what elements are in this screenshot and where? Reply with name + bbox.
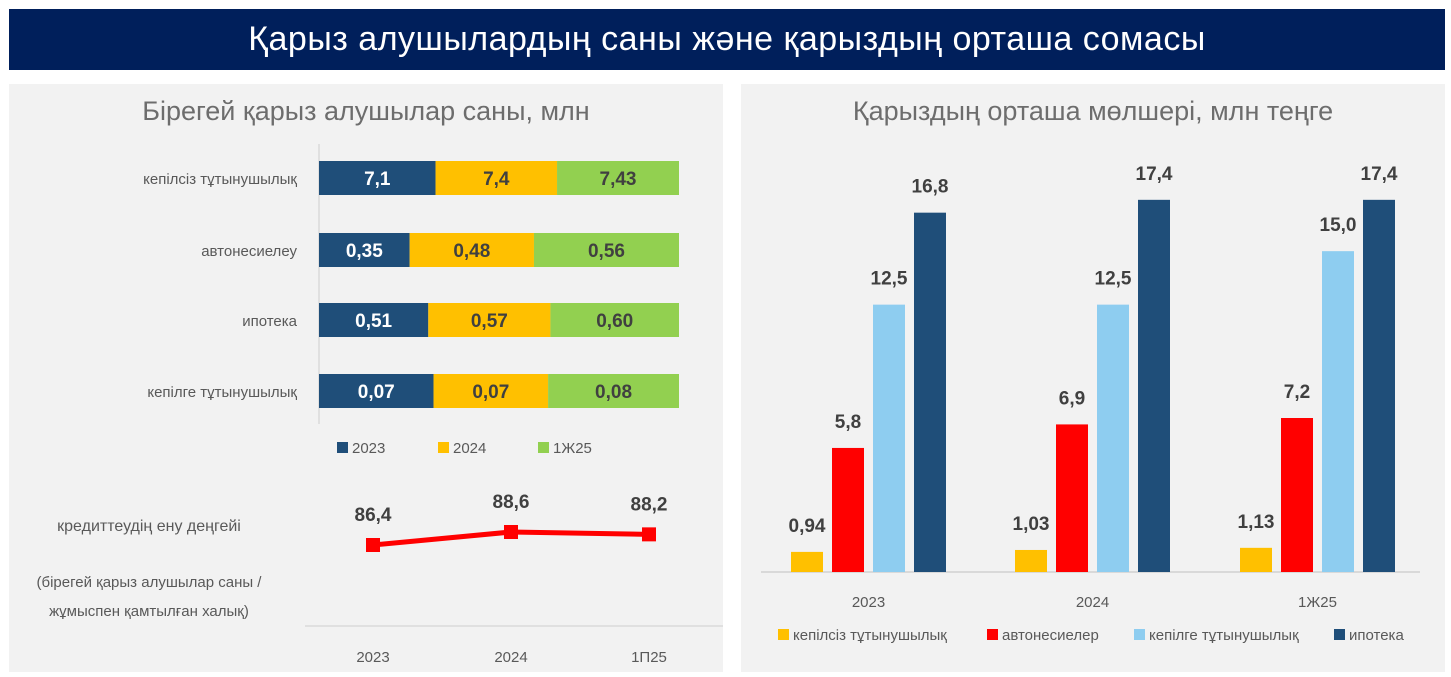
bar-segment (557, 161, 679, 195)
category-label: кепілге тұтынушылық (147, 384, 297, 401)
data-label: 6,9 (1059, 388, 1085, 409)
bar-segment (533, 233, 679, 267)
bar (873, 304, 905, 572)
borrowers-chart-title: Бірегей қарыз алушылар саны, млн (142, 96, 590, 126)
avg-loan-chart: 0,94 5,8 12,5 16,8 2023 1,03 6,9 12,5 17,4 2024 1,… (761, 164, 1420, 644)
data-label: 0,08 (595, 382, 632, 403)
x-tick-label: 1П25 (631, 649, 667, 666)
data-label: 7,4 (483, 169, 510, 190)
bar-segment (319, 233, 410, 267)
line-chart-subtitle: жұмыспен қамтылған халық) (49, 603, 249, 620)
data-label: 0,07 (358, 382, 395, 403)
legend-label: ипотека (1349, 627, 1404, 644)
line-marker (504, 525, 518, 539)
data-label: 88,2 (631, 494, 668, 515)
data-label: 12,5 (1095, 269, 1132, 290)
data-label: 7,2 (1284, 382, 1310, 403)
data-label: 0,35 (346, 241, 383, 262)
bar-segment (435, 161, 558, 195)
bar-segment (409, 233, 534, 267)
avg-loan-panel: Қарыздың орташа мөлшері, млн теңге 0,94 5… (741, 84, 1445, 672)
bar (914, 212, 946, 572)
borrowers-chart: кепілсіз тұтынушылық 7,1 7,4 7,43 автонесиел… (37, 144, 723, 666)
legend-swatch (538, 442, 549, 453)
data-label: 0,94 (789, 516, 826, 537)
data-label: 7,43 (600, 169, 637, 190)
legend-swatch (1334, 629, 1345, 640)
legend-label: кепілсіз тұтынушылық (793, 627, 947, 644)
bar (791, 551, 823, 572)
line-chart-title: кредиттеудің ену деңгейі (57, 518, 241, 535)
legend-swatch (337, 442, 348, 453)
line-marker (366, 538, 380, 552)
data-label: 7,1 (364, 169, 391, 190)
bar (832, 447, 864, 572)
page-title: Қарыз алушылардың саны және қарыздың орт… (248, 20, 1206, 58)
bar (1240, 547, 1272, 572)
bar-segment (550, 303, 679, 337)
bar (1281, 418, 1313, 572)
bar (1138, 199, 1170, 572)
data-label: 17,4 (1361, 164, 1398, 185)
legend-label: 1Ж25 (553, 440, 592, 457)
page-banner: Қарыз алушылардың саны және қарыздың орт… (9, 9, 1445, 70)
bar-segment (319, 161, 436, 195)
bar-segment (319, 303, 429, 337)
bar (1097, 304, 1129, 572)
avg-loan-chart-title: Қарыздың орташа мөлшері, млн теңге (852, 96, 1334, 126)
x-tick-label: 2024 (494, 649, 527, 666)
legend-swatch (987, 629, 998, 640)
data-label: 0,51 (355, 311, 392, 332)
data-label: 88,6 (493, 492, 530, 513)
data-label: 0,57 (471, 311, 508, 332)
data-label: 0,07 (472, 382, 509, 403)
data-label: 17,4 (1136, 164, 1173, 185)
bar-segment (319, 374, 434, 408)
data-label: 0,56 (588, 241, 625, 262)
data-label: 86,4 (355, 505, 392, 526)
category-label: автонесиелеу (201, 243, 297, 260)
x-tick-label: 2023 (356, 649, 389, 666)
line-chart-subtitle: (бірегей қарыз алушылар саны / (37, 574, 263, 591)
data-label: 15,0 (1320, 215, 1357, 236)
x-tick-label: 2024 (1076, 594, 1109, 611)
bar-segment (433, 374, 549, 408)
category-label: кепілсіз тұтынушылық (143, 171, 297, 188)
legend-label: автонесиелер (1002, 627, 1099, 644)
legend-swatch (778, 629, 789, 640)
x-tick-label: 2023 (852, 594, 885, 611)
legend-swatch (438, 442, 449, 453)
bar-segment (548, 374, 679, 408)
data-label: 1,13 (1238, 512, 1275, 533)
line-marker (642, 527, 656, 542)
legend-label: 2024 (453, 440, 486, 457)
category-label: ипотека (242, 313, 297, 330)
data-label: 12,5 (871, 269, 908, 290)
bar (1056, 424, 1088, 572)
bar-segment (428, 303, 551, 337)
legend-swatch (1134, 629, 1145, 640)
data-label: 16,8 (912, 177, 949, 198)
bar (1322, 251, 1354, 572)
borrowers-panel: Бірегей қарыз алушылар саны, млн кепілсі… (9, 84, 723, 672)
data-label: 0,60 (596, 311, 633, 332)
legend-label: 2023 (352, 440, 385, 457)
bar (1363, 199, 1395, 572)
data-label: 0,48 (453, 241, 490, 262)
data-label: 1,03 (1013, 514, 1050, 535)
legend-label: кепілге тұтынушылық (1149, 627, 1299, 644)
data-label: 5,8 (835, 412, 861, 433)
x-tick-label: 1Ж25 (1298, 594, 1337, 611)
bar (1015, 549, 1047, 572)
